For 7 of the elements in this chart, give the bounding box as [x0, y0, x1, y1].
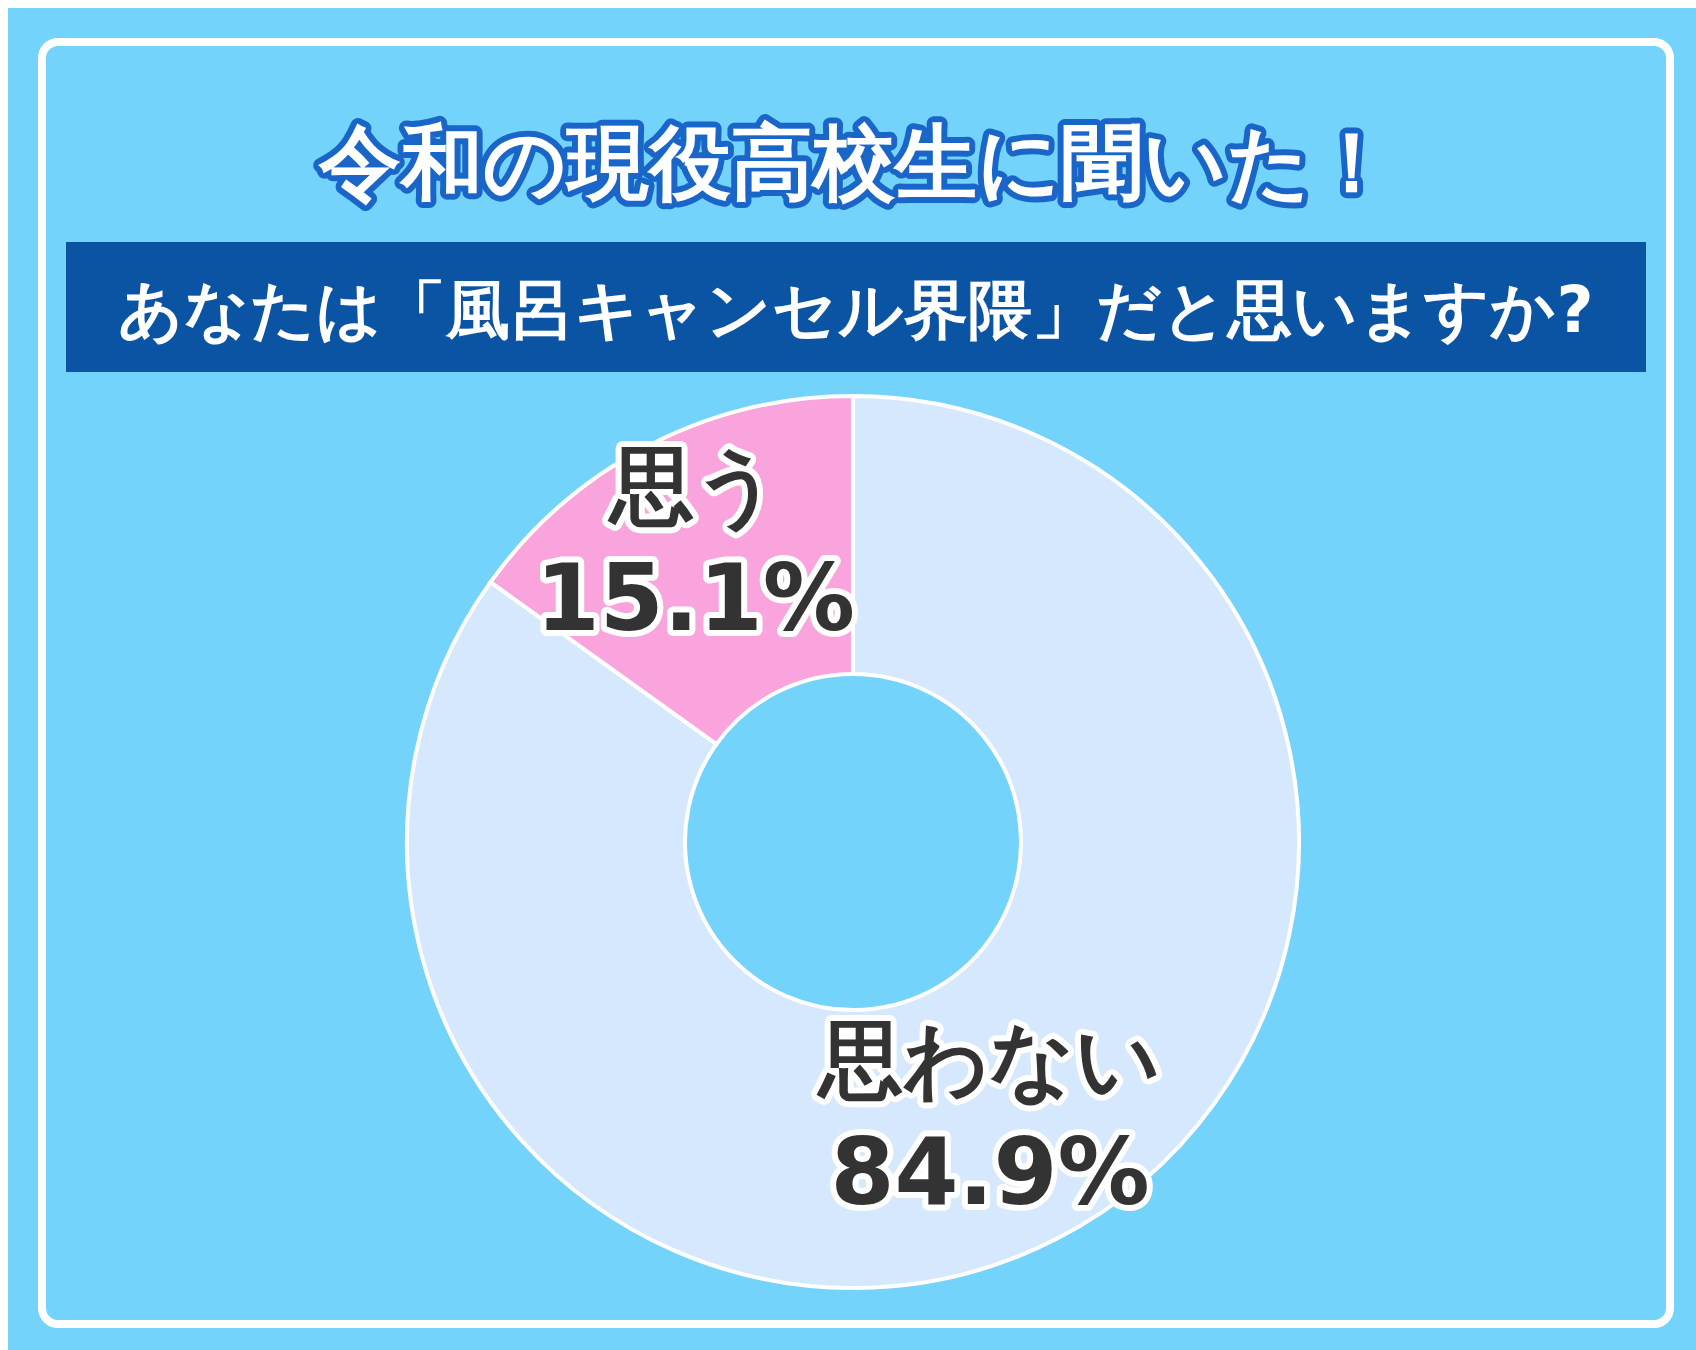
data-label: 84.9%	[830, 1118, 1150, 1226]
data-label: 15.1%	[535, 545, 855, 653]
slice-label: 思わない	[816, 1010, 1162, 1109]
donut-slice	[405, 394, 1301, 1290]
chart-subtitle: あなたは「風呂キャンセル界隈」だと思いますか?	[118, 273, 1594, 347]
chart-title: 令和の現役高校生に聞いた！	[318, 115, 1393, 210]
slice-label: 思う	[607, 437, 781, 536]
